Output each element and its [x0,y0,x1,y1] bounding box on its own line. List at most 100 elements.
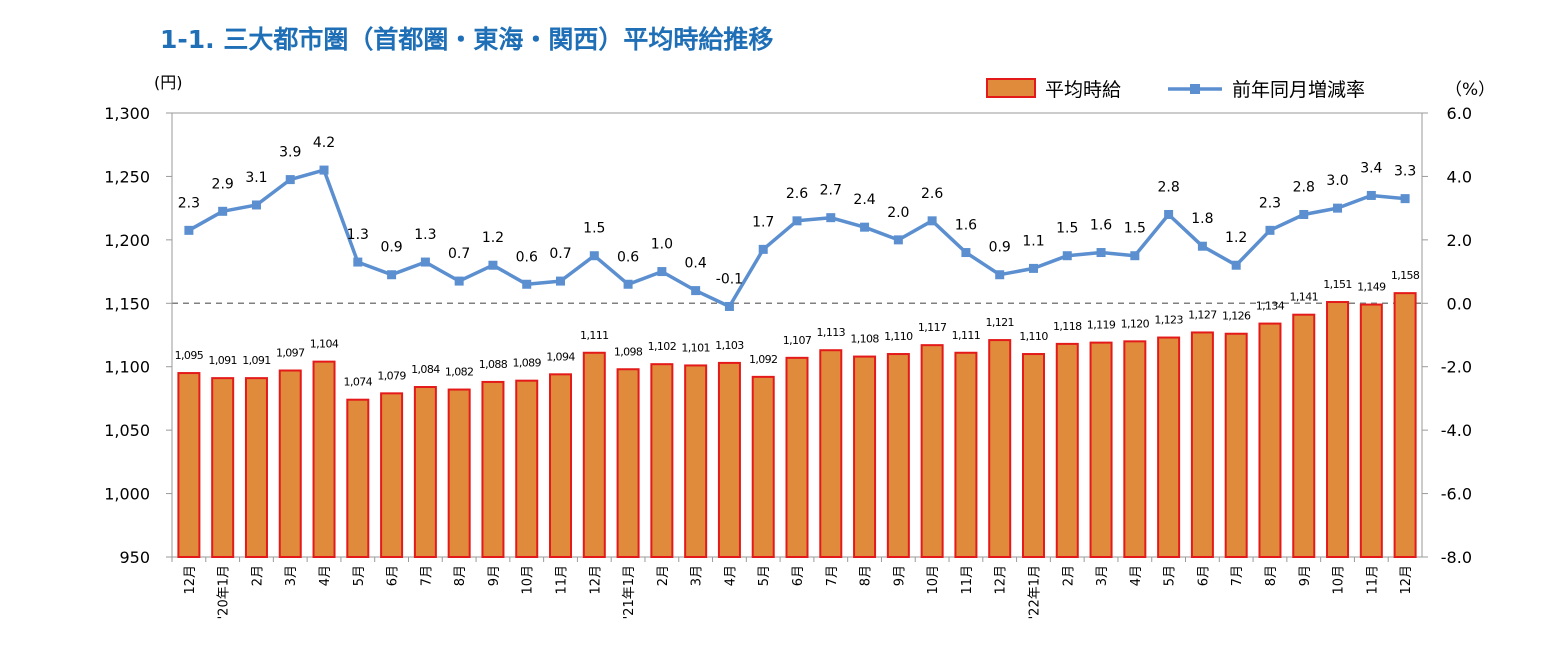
bar [413,386,437,558]
right-axis-unit: （%） [1445,80,1495,100]
bar [785,356,809,558]
bar [1224,332,1248,558]
bar [549,373,573,558]
growth-rate-label: 2.0 [887,205,909,221]
right-axis-tick-label: 6.0 [1447,104,1472,123]
growth-rate-label: 2.6 [786,186,808,202]
bar [616,368,640,558]
x-axis-tick-label: 8月 [1264,565,1279,586]
bar-value-label: 1,095 [175,349,204,362]
growth-rate-marker [893,235,903,245]
right-axis-tick-label: -4.0 [1441,421,1472,440]
growth-rate-marker [961,248,971,258]
x-axis-tick-label: 10月 [521,565,536,595]
growth-rate-label: 1.5 [583,221,605,237]
growth-rate-marker [319,165,329,175]
growth-rate-label: 1.1 [1022,233,1044,249]
bar-value-label: 1,117 [918,321,947,334]
x-axis-tick-label: 10月 [926,565,941,595]
bar-value-label: 1,074 [344,376,373,389]
bar [312,360,336,559]
left-axis-tick-label: 950 [119,548,150,567]
x-axis-tick-label: 12月 [1399,565,1414,595]
growth-rate-marker [758,244,768,254]
bar [954,351,978,559]
growth-rate-marker [657,267,667,277]
bar-value-label: 1,127 [1188,308,1217,321]
x-axis-tick-label: 4月 [723,565,738,586]
legend-bar-swatch [986,78,1036,98]
bar [211,377,235,559]
bar-value-label: 1,119 [1087,319,1116,332]
bar [988,339,1012,558]
bar [717,361,741,558]
bar-value-label: 1,158 [1391,269,1420,282]
bar-value-label: 1,104 [310,338,339,351]
growth-rate-marker [927,216,937,226]
left-axis-tick-label: 1,100 [104,358,150,377]
x-axis-tick-label: '20年1月 [217,565,232,619]
bar [819,349,843,559]
bar-value-label: 1,120 [1121,317,1150,330]
bar [244,377,268,559]
growth-rate-label: 0.7 [448,246,470,262]
growth-rate-label: 2.3 [178,195,200,211]
x-axis-tick-label: 2月 [250,565,265,586]
growth-rate-label: 0.6 [516,249,538,265]
x-axis-tick-label: 12月 [588,565,603,595]
growth-rate-marker [1197,241,1207,251]
growth-rate-marker [353,257,363,267]
left-axis-tick-label: 1,200 [104,231,150,250]
growth-rate-marker [1265,225,1275,235]
growth-rate-marker [1096,248,1106,258]
growth-rate-label: 1.2 [1225,230,1247,246]
growth-rate-label: 0.9 [380,240,402,256]
bar-value-label: 1,079 [377,369,406,382]
growth-rate-marker [1366,190,1376,200]
bar [886,353,910,558]
growth-rate-marker [826,213,836,223]
growth-rate-marker [792,216,802,226]
growth-rate-marker [556,276,566,286]
x-axis-tick-label: '22年1月 [1027,565,1042,619]
growth-rate-marker [218,206,228,216]
bar-value-label: 1,121 [985,316,1014,329]
x-axis-tick-label: 3月 [284,565,299,586]
x-axis-tick-label: 4月 [318,565,333,586]
bar [278,369,302,558]
growth-rate-label: 2.6 [921,186,943,202]
x-axis-tick-label: 7月 [419,565,434,586]
growth-rate-label: 2.7 [820,183,842,199]
growth-rate-marker [1400,194,1410,204]
legend-line-marker [1190,84,1200,94]
growth-rate-label: 3.9 [279,145,301,161]
growth-rate-label: 0.4 [685,256,707,272]
growth-rate-marker [184,225,194,235]
growth-rate-marker [387,270,397,280]
growth-rate-marker [1130,251,1140,261]
bar [1359,303,1383,558]
x-axis-tick-label: 7月 [825,565,840,586]
x-axis-tick-label: 5月 [352,565,367,586]
left-axis-tick-label: 1,300 [104,104,150,123]
left-axis-tick-label: 1,150 [104,294,150,313]
x-axis-tick-label: 6月 [1196,565,1211,586]
growth-rate-marker [623,279,633,289]
bar [1326,301,1350,559]
growth-rate-marker [1028,263,1038,273]
growth-rate-label: 0.6 [617,249,639,265]
bar [515,379,539,558]
bar [1393,292,1417,558]
right-axis-tick-label: -8.0 [1441,548,1472,567]
bar-value-label: 1,092 [749,353,778,366]
x-axis-tick-label: 5月 [757,565,772,586]
bar-value-label: 1,097 [276,347,305,360]
growth-rate-label: 3.0 [1326,173,1348,189]
bar-value-label: 1,126 [1222,310,1251,323]
growth-rate-label: -0.1 [716,271,743,287]
x-axis-tick-label: 12月 [183,565,198,595]
x-axis-tick-label: 4月 [1129,565,1144,586]
left-axis-tick-label: 1,000 [104,485,150,504]
growth-rate-label: 0.7 [549,246,571,262]
